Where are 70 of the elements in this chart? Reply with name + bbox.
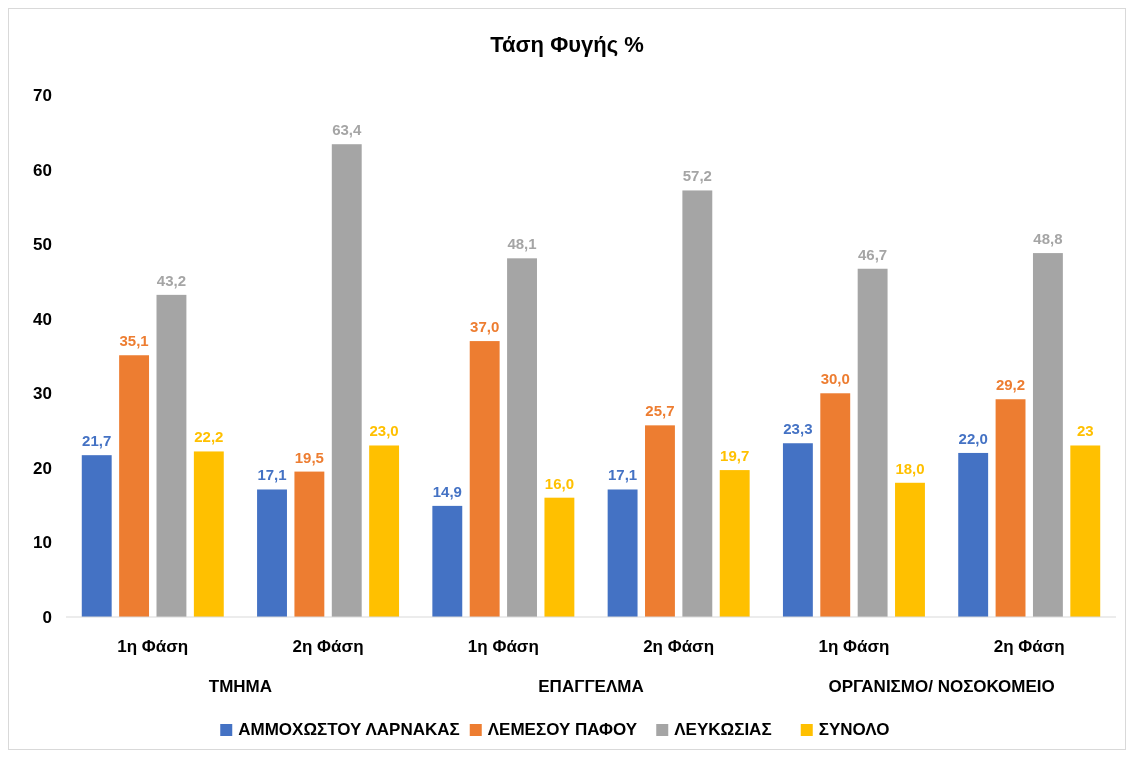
data-label: 35,1 <box>119 332 149 350</box>
x-tick-label: 1η Φάση <box>117 637 189 656</box>
bar <box>995 399 1026 617</box>
data-label: 14,9 <box>432 482 462 500</box>
bar <box>156 294 187 617</box>
y-tick-label: 0 <box>42 607 52 627</box>
x-tick-label: 1η Φάση <box>818 637 890 656</box>
data-label: 22,0 <box>958 429 988 447</box>
data-label: 17,1 <box>257 466 287 484</box>
data-label: 48,8 <box>1033 230 1063 248</box>
legend-label: ΛΕΜΕΣΟΥ ΠΑΦΟΥ <box>487 720 638 739</box>
bar <box>294 471 325 617</box>
data-label: 25,7 <box>645 402 675 420</box>
y-tick-label: 40 <box>33 309 52 329</box>
data-label: 57,2 <box>682 167 712 185</box>
text: ΤΜΗΜΑ <box>208 677 273 696</box>
bar <box>857 268 888 617</box>
text: ΕΠΑΓΓΕΛΜΑ <box>538 677 644 696</box>
data-label: 43,2 <box>156 271 187 289</box>
data-label: 21,7 <box>82 432 112 450</box>
y-tick-label: 50 <box>33 235 52 255</box>
y-tick-label: 60 <box>33 160 52 180</box>
legend-label: ΣΥΝΟΛΟ <box>818 720 890 739</box>
bar <box>369 445 400 617</box>
y-tick-label: 30 <box>33 384 52 404</box>
bar <box>782 443 813 617</box>
data-label: 30,0 <box>820 370 850 388</box>
data-label: 63,4 <box>332 121 362 139</box>
bar <box>607 489 638 617</box>
data-label: 46,7 <box>858 245 888 263</box>
bar <box>1070 445 1101 617</box>
bar <box>81 455 112 617</box>
data-label: 22,2 <box>194 428 224 446</box>
data-label: 23,0 <box>369 422 399 440</box>
y-tick-label: 20 <box>33 458 52 478</box>
x-tick-label: 2η Φάση <box>993 637 1065 656</box>
bar <box>719 470 750 617</box>
bar <box>331 144 362 617</box>
text: ΟΡΓΑΝΙΣΜΟ/ ΝΟΣΟΚΟΜΕΙΟ <box>828 677 1055 696</box>
legend-label: ΑΜΜΟΧΩΣΤΟΥ ΛΑΡΝΑΚΑΣ <box>238 720 460 739</box>
bar <box>257 489 287 617</box>
data-label: 23 <box>1076 422 1094 440</box>
data-label: 18,0 <box>895 459 925 477</box>
chart-title: Τάση Φυγής % <box>490 32 644 57</box>
data-label: 16,0 <box>544 474 574 492</box>
y-tick-label: 10 <box>33 533 52 553</box>
legend-label: ΛΕΥΚΩΣΙΑΣ <box>674 720 772 739</box>
bar <box>193 451 224 617</box>
x-tick-label: 2η Φάση <box>292 637 364 656</box>
bar <box>507 258 537 617</box>
bar <box>1032 253 1063 617</box>
bar <box>820 393 851 617</box>
x-tick-label: 2η Φάση <box>643 637 715 656</box>
data-label: 37,0 <box>470 318 500 336</box>
bar <box>469 341 500 617</box>
bar <box>432 505 463 617</box>
bar <box>119 355 150 617</box>
data-label: 23,3 <box>783 420 813 438</box>
bar <box>958 452 989 617</box>
bar <box>544 497 575 617</box>
y-tick-label: 70 <box>33 85 52 105</box>
data-label: 48,1 <box>507 235 537 253</box>
data-label: 17,1 <box>608 466 638 484</box>
data-label: 19,5 <box>294 448 324 466</box>
bar <box>895 482 925 617</box>
bar <box>682 190 713 617</box>
data-label: 29,2 <box>995 376 1026 394</box>
x-tick-label: 1η Φάση <box>467 637 539 656</box>
data-label: 19,7 <box>720 447 750 465</box>
bar <box>645 425 675 617</box>
